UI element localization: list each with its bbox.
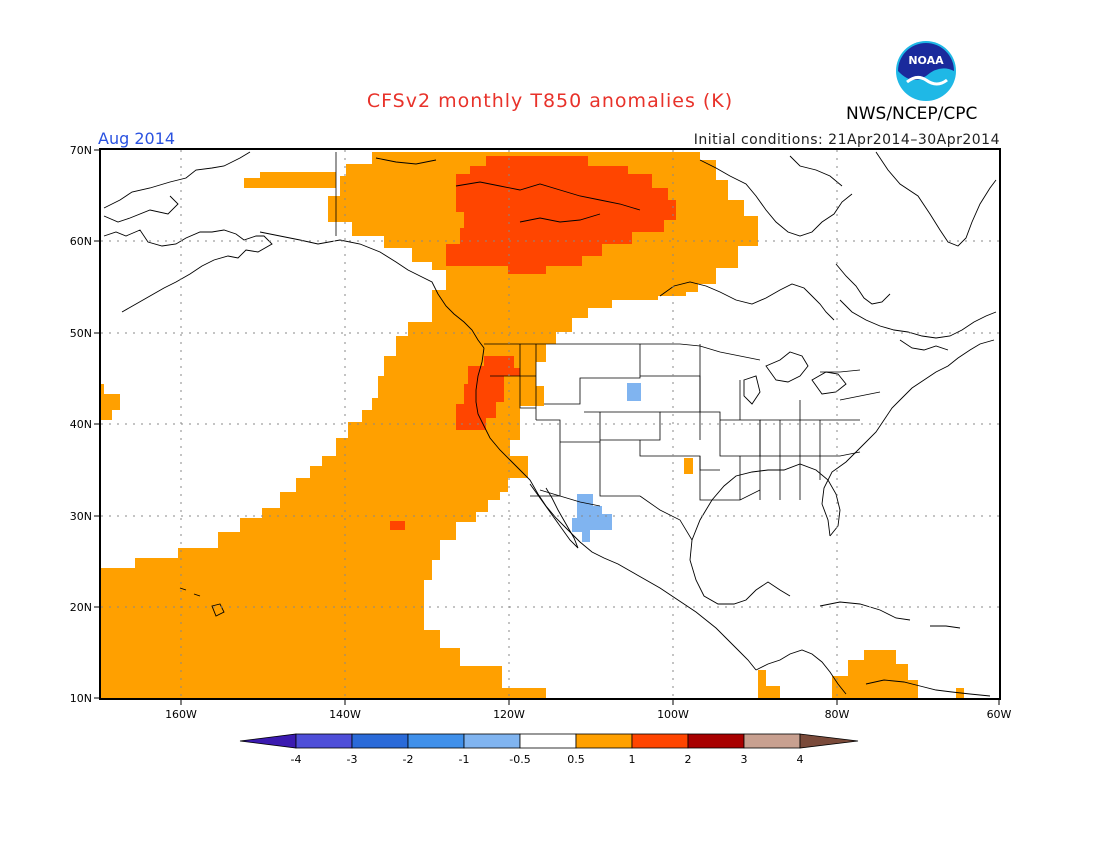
lat-label: 20N xyxy=(70,601,92,614)
colorbar-swatch xyxy=(743,733,801,749)
colorbar-label: 2 xyxy=(685,753,692,766)
anomaly-fill-red xyxy=(390,156,676,530)
colorbar-swatch xyxy=(407,733,465,749)
forecast-month: Aug 2014 xyxy=(98,129,176,148)
colorbar-swatch xyxy=(575,733,633,749)
lon-label: 80W xyxy=(825,708,850,721)
logo-text: NOAA xyxy=(908,54,944,67)
colorbar-swatch xyxy=(519,733,577,749)
agency-label: NWS/NCEP/CPC xyxy=(846,104,978,124)
colorbar-label: 1 xyxy=(629,753,636,766)
colorbar-swatch xyxy=(295,733,353,749)
colorbar xyxy=(239,733,859,749)
lat-label: 30N xyxy=(70,510,92,523)
noaa-logo: NOAA xyxy=(896,41,956,101)
map-grid xyxy=(101,150,999,698)
lon-label: 120W xyxy=(493,708,525,721)
colorbar-label: 0.5 xyxy=(567,753,585,766)
colorbar-arrow-low xyxy=(239,733,297,749)
lon-label: 160W xyxy=(165,708,197,721)
colorbar-label: -3 xyxy=(347,753,358,766)
lon-label: 140W xyxy=(329,708,361,721)
colorbar-label: -1 xyxy=(459,753,470,766)
colorbar-label: 4 xyxy=(797,753,804,766)
political-borders xyxy=(335,152,881,541)
lat-label: 10N xyxy=(70,692,92,705)
colorbar-label: -2 xyxy=(403,753,414,766)
colorbar-swatch xyxy=(631,733,689,749)
colorbar-label: 3 xyxy=(741,753,748,766)
anomaly-fill-blue xyxy=(572,383,641,542)
coastlines xyxy=(103,151,997,697)
anomaly-fill-orange xyxy=(101,152,964,698)
colorbar-swatch xyxy=(463,733,521,749)
lon-label: 60W xyxy=(987,708,1012,721)
initial-conditions: Initial conditions: 21Apr2014–30Apr2014 xyxy=(693,132,1000,148)
lat-label: 70N xyxy=(70,144,92,157)
lat-label: 40N xyxy=(70,418,92,431)
colorbar-arrow-high xyxy=(799,733,859,749)
colorbar-label: -4 xyxy=(291,753,302,766)
lat-label: 60N xyxy=(70,235,92,248)
colorbar-swatch xyxy=(687,733,745,749)
lat-label: 50N xyxy=(70,327,92,340)
colorbar-label: -0.5 xyxy=(509,753,530,766)
lon-label: 100W xyxy=(657,708,689,721)
chart-title: CFSv2 monthly T850 anomalies (K) xyxy=(366,90,734,112)
colorbar-swatch xyxy=(351,733,409,749)
